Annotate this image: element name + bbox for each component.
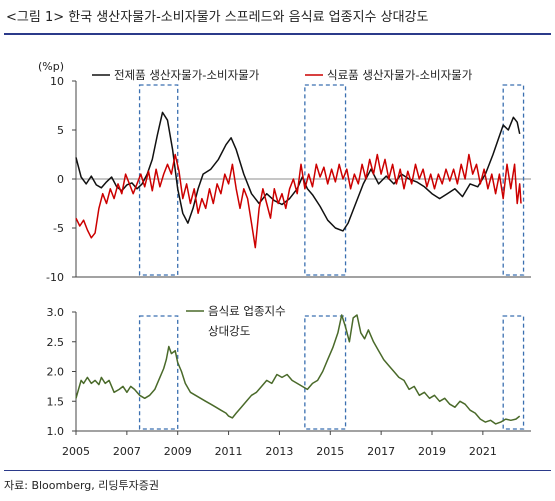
- x-tick-label: 2007: [113, 445, 141, 458]
- x-tick-label: 2019: [418, 445, 446, 458]
- legend-label: 음식료 업종지수: [208, 304, 286, 318]
- highlight-period-box: [138, 315, 179, 430]
- x-tick-label: 2009: [164, 445, 192, 458]
- series-line-2: [75, 153, 522, 249]
- y-tick-label: 1.5: [47, 395, 65, 408]
- chart-area: 10 5 0 -5 -10 (%p) 전제품 생산자물가-소비자물가 식료품 생산자물가-소비…: [38, 60, 531, 458]
- y-axis-unit-label: (%p): [38, 60, 64, 73]
- legend-label: 식료품 생산자물가-소비자물가: [327, 68, 473, 82]
- x-tick-label: 2005: [62, 445, 90, 458]
- x-tick-label: 2015: [316, 445, 344, 458]
- y-tick-label: 1.0: [47, 425, 65, 438]
- x-tick-label: 2011: [215, 445, 243, 458]
- x-tick-label: 2021: [469, 445, 497, 458]
- legend-label: 전제품 생산자물가-소비자물가: [114, 68, 260, 82]
- highlight-period-box: [138, 84, 179, 276]
- x-tick-label: 2017: [367, 445, 395, 458]
- highlight-period-box: [502, 84, 525, 276]
- bottom-rule: [4, 470, 551, 471]
- legend-label: 상대강도: [208, 324, 250, 338]
- highlight-period-box: [304, 315, 347, 430]
- highlight-period-box: [304, 84, 347, 276]
- top-panel: 10 5 0 -5 -10 (%p) 전제품 생산자물가-소비자물가 식료품 생산자물가-소비…: [38, 60, 531, 284]
- y-tick-label: -10: [46, 271, 64, 284]
- y-tick-label: 5: [57, 124, 64, 137]
- y-tick-label: -5: [53, 222, 64, 235]
- top-rule: [4, 33, 551, 35]
- y-tick-label: 3.0: [47, 306, 65, 319]
- y-tick-label: 2.5: [47, 336, 65, 349]
- x-tick-label: 2013: [265, 445, 293, 458]
- figure-title: <그림 1> 한국 생산자물가-소비자물가 스프레드와 음식료 업종지수 상대강…: [6, 10, 429, 25]
- series-line-1: [75, 314, 521, 425]
- highlight-period-box: [502, 315, 525, 430]
- y-tick-label: 10: [50, 75, 64, 88]
- y-tick-label: 0: [57, 173, 64, 186]
- source-note: 자료: Bloomberg, 리딩투자증권: [4, 479, 159, 492]
- y-tick-label: 2.0: [47, 366, 65, 379]
